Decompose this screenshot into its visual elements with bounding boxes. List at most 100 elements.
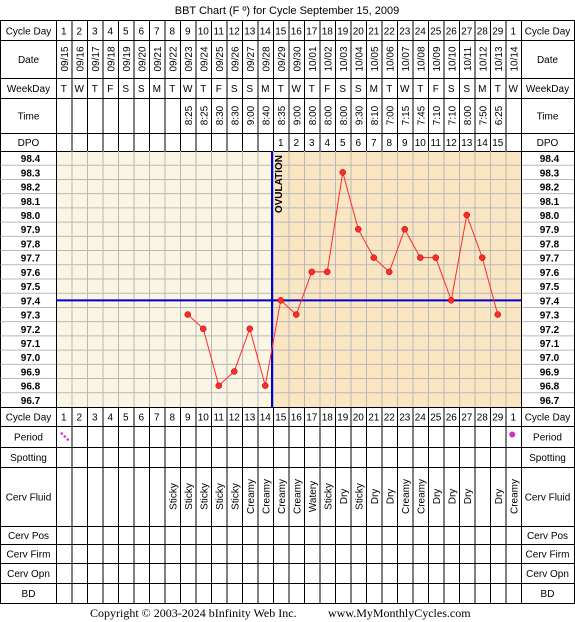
weekday-label: T [278, 84, 284, 95]
dpo-label: 12 [446, 138, 458, 149]
date-label: 10/05 [370, 46, 381, 71]
time-label: 8:25 [184, 105, 195, 125]
ovulation-label: OVULATION [274, 155, 285, 213]
cerv-fluid-label: Dry [494, 489, 505, 505]
dpo-label: 2 [293, 138, 299, 149]
cerv-fluid-label: Creamy [401, 479, 412, 514]
y-tick-right: 97.6 [540, 268, 560, 279]
temperature-point [246, 325, 253, 333]
row-label-left: DPO [18, 138, 40, 149]
cycle-day-label-bottom: 8 [169, 413, 175, 424]
temperature-point [215, 382, 222, 389]
time-label: 8:00 [323, 105, 334, 125]
cerv-fluid-label: Sticky [215, 483, 226, 510]
dpo-label: 10 [415, 138, 427, 149]
cycle-day-label: 2 [76, 27, 82, 38]
cycle-day-label: 16 [291, 27, 303, 38]
date-label: 09/20 [137, 46, 148, 71]
weekday-label: M [153, 84, 161, 95]
y-tick-left: 97.8 [21, 239, 41, 250]
cycle-day-label: 15 [275, 27, 287, 38]
cycle-day-label: 1 [510, 27, 516, 38]
time-label: 9:00 [246, 105, 257, 125]
time-label: 8:30 [230, 105, 241, 125]
weekday-label: S [246, 84, 253, 95]
weekday-label: T [61, 84, 67, 95]
row-label-right: Period [533, 433, 562, 444]
dpo-label: 3 [309, 138, 315, 149]
footer-copyright: Copyright © 2003-2024 bInfinity Web Inc. [90, 606, 297, 620]
cycle-day-label: 13 [244, 27, 256, 38]
cycle-day-label-bottom: 16 [291, 413, 303, 424]
footer-website[interactable]: www.MyMonthlyCycles.com [328, 606, 471, 620]
y-tick-left: 98.2 [21, 183, 41, 194]
y-tick-right: 98.0 [540, 211, 560, 222]
weekday-label: T [309, 84, 315, 95]
weekday-label: S [138, 84, 145, 95]
dpo-label: 15 [492, 138, 504, 149]
row-label-left: Spotting [10, 453, 47, 464]
date-label: 09/24 [199, 46, 210, 71]
time-label: 7:45 [416, 105, 427, 125]
temperature-point [200, 325, 207, 333]
date-label: 09/17 [91, 46, 102, 71]
weekday-label: M [478, 84, 486, 95]
cerv-fluid-label: Creamy [246, 479, 257, 514]
time-label: 6:25 [494, 105, 505, 125]
dpo-label: 13 [461, 138, 473, 149]
y-tick-left: 96.9 [21, 367, 41, 378]
cerv-fluid-label: Dry [447, 489, 458, 505]
weekday-label: F [216, 84, 222, 95]
cerv-fluid-label: Sticky [168, 483, 179, 510]
temperature-point [417, 254, 424, 261]
y-tick-left: 97.5 [21, 282, 41, 293]
time-label: 8:00 [463, 105, 474, 125]
weekday-label: S [339, 84, 346, 95]
temperature-point [448, 297, 455, 304]
y-tick-left: 98.4 [21, 154, 41, 165]
y-tick-left: 97.6 [21, 268, 41, 279]
time-label: 8:35 [277, 105, 288, 125]
time-label: 9:00 [292, 105, 303, 125]
cycle-day-label-bottom: 29 [492, 413, 504, 424]
date-label: 10/03 [339, 46, 350, 71]
dpo-label: 8 [386, 138, 392, 149]
time-label: 8:25 [199, 105, 210, 125]
y-tick-right: 96.7 [540, 396, 560, 407]
dpo-label: 7 [371, 138, 377, 149]
temperature-point [355, 225, 362, 233]
date-label: 10/01 [308, 46, 319, 71]
row-label-right: WeekDay [526, 84, 569, 95]
cycle-day-label-bottom: 4 [107, 413, 113, 424]
chart-title: BBT Chart (F º) for Cycle September 15, … [175, 5, 400, 17]
date-label: 09/23 [184, 46, 195, 71]
row-label-right: Cerv Opn [526, 569, 569, 580]
temperature-point [262, 382, 269, 389]
cerv-fluid-label: Creamy [292, 479, 303, 514]
weekday-label: W [75, 84, 85, 95]
row-label-left: WeekDay [7, 84, 50, 95]
cycle-day-label-bottom: 19 [337, 413, 349, 424]
weekday-label: T [495, 84, 501, 95]
temperature-point [479, 254, 486, 261]
cycle-day-label: 20 [353, 27, 365, 38]
date-label: 10/12 [478, 46, 489, 71]
date-label: 10/14 [509, 46, 520, 71]
date-label: 10/04 [354, 46, 365, 71]
y-tick-right: 97.0 [540, 353, 560, 364]
cycle-day-label-bottom: 5 [123, 413, 129, 424]
date-label: 09/27 [246, 46, 257, 71]
cycle-day-label: 21 [368, 27, 380, 38]
time-label: 7:50 [478, 105, 489, 125]
chart-text: Cycle Day Cycle Day Date Date WeekDay WeekDay… [6, 27, 571, 601]
dpo-label: 9 [402, 138, 408, 149]
y-tick-left: 97.4 [21, 296, 41, 307]
cerv-fluid-label: Creamy [261, 479, 272, 514]
date-label: 10/10 [447, 46, 458, 71]
y-tick-right: 97.4 [540, 296, 560, 307]
period-light-dot [66, 438, 70, 441]
date-label: 10/02 [323, 46, 334, 71]
y-tick-left: 97.1 [21, 339, 41, 350]
weekday-label: W [292, 84, 302, 95]
row-label-right: DPO [537, 138, 559, 149]
